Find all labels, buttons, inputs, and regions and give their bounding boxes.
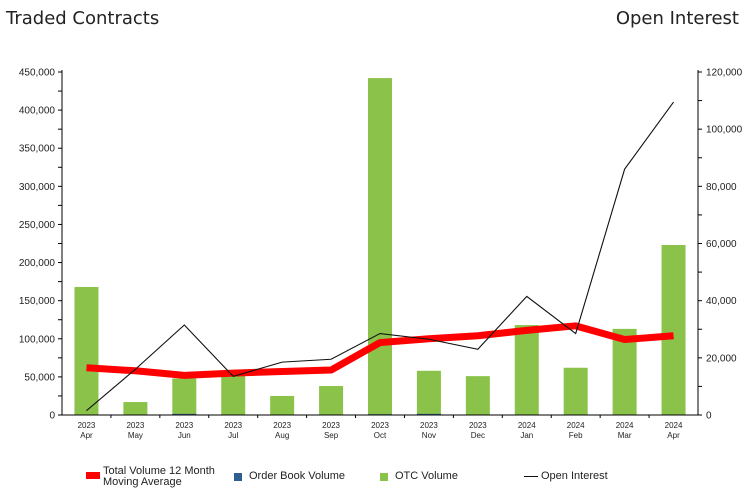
x-axis-tick-label-year: 2023 (322, 421, 340, 430)
left-axis-tick-label: 350,000 (19, 144, 56, 155)
otc-bar (416, 370, 441, 415)
x-axis-tick-label-year: 2023 (371, 421, 389, 430)
otc-swatch (380, 472, 388, 481)
x-axis-tick-label-year: 2024 (518, 421, 536, 430)
left-axis-tick-label: 400,000 (19, 106, 56, 117)
otc-bar (172, 378, 197, 415)
order-book-swatch (234, 472, 242, 481)
otc-bar (563, 367, 588, 415)
left-axis-tick-label: 450,000 (19, 68, 56, 79)
x-axis-tick-label-month: Apr (667, 431, 680, 440)
left-axis-title: Traded Contracts (6, 8, 160, 29)
legend-item-order-book: Order Book Volume (234, 471, 380, 482)
x-axis-tick-label-month: May (128, 431, 143, 440)
otc-bar (612, 328, 637, 415)
right-axis-title: Open Interest (615, 8, 739, 29)
x-axis-tick-label-month: Aug (275, 431, 289, 440)
otc-bar (319, 386, 344, 415)
otc-bar (661, 245, 686, 415)
x-axis-tick-label-year: 2023 (469, 421, 487, 430)
legend-item-otc: OTC Volume (380, 471, 524, 482)
legend-label-open-interest: Open Interest (541, 470, 608, 482)
x-axis-tick-label-year: 2023 (175, 421, 193, 430)
right-axis-tick-label: 20,000 (706, 353, 737, 364)
otc-bar (74, 286, 99, 415)
open-interest-swatch (524, 476, 538, 477)
x-axis-tick-label-month: Feb (569, 431, 583, 440)
legend-label-moving-average-line2: Moving Average (103, 476, 182, 488)
left-axis-tick-label: 300,000 (19, 182, 56, 193)
moving-average-line (86, 322, 674, 379)
x-axis-tick-label-month: Mar (618, 431, 632, 440)
otc-bar (465, 376, 490, 415)
right-axis-tick-label: 80,000 (706, 182, 737, 193)
x-axis-tick-label-year: 2023 (78, 421, 96, 430)
left-axis-tick-label: 50,000 (24, 372, 55, 383)
x-axis-tick-label-month: Dec (471, 431, 485, 440)
x-axis-tick-label-year: 2024 (567, 421, 585, 430)
x-axis-tick-label-year: 2023 (224, 421, 242, 430)
x-axis-tick-label-year: 2023 (126, 421, 144, 430)
otc-bar (270, 395, 295, 415)
legend-label-otc: OTC Volume (395, 470, 458, 482)
left-axis-tick-label: 0 (49, 411, 55, 422)
left-axis-tick-label: 250,000 (19, 220, 56, 231)
legend-item-open-interest: Open Interest (524, 471, 608, 482)
legend: Total Volume 12 Month Moving Average Ord… (86, 466, 608, 488)
otc-bar (221, 373, 246, 415)
right-axis-tick-label: 40,000 (706, 296, 737, 307)
legend-label-order-book: Order Book Volume (249, 470, 345, 482)
legend-label-moving-average: Total Volume 12 Month Moving Average (103, 466, 215, 488)
x-axis-tick-label-year: 2024 (665, 421, 683, 430)
right-axis-tick-label: 0 (706, 411, 712, 422)
right-axis-tick-label: 60,000 (706, 239, 737, 250)
x-axis-tick-label-month: Apr (80, 431, 93, 440)
legend-item-moving-average: Total Volume 12 Month Moving Average (86, 466, 234, 488)
x-axis-tick-label-year: 2024 (616, 421, 634, 430)
otc-bar (123, 402, 148, 415)
open-interest-line (86, 101, 674, 412)
moving-average-swatch (86, 472, 100, 479)
x-axis-tick-label-month: Jan (520, 431, 533, 440)
order-book-bar (416, 413, 441, 415)
x-axis-tick-label-year: 2023 (420, 421, 438, 430)
x-axis-tick-label-month: Sep (324, 431, 339, 440)
x-axis-tick-label-month: Oct (374, 431, 387, 440)
left-axis-tick-label: 200,000 (19, 258, 56, 269)
right-axis-tick-label: 120,000 (706, 68, 743, 79)
order-book-bar (172, 413, 197, 415)
x-axis-tick-label-month: Jul (228, 431, 238, 440)
otc-bar (514, 325, 539, 415)
right-axis-tick-label: 100,000 (706, 125, 743, 136)
x-axis-tick-label-month: Jun (178, 431, 191, 440)
legend-label-moving-average-line1: Total Volume 12 Month (103, 465, 215, 477)
left-axis-tick-label: 150,000 (19, 296, 56, 307)
otc-bar (368, 78, 392, 415)
x-axis-tick-label-month: Nov (422, 431, 436, 440)
x-axis-tick-label-year: 2023 (273, 421, 291, 430)
left-axis-tick-label: 100,000 (19, 334, 56, 345)
